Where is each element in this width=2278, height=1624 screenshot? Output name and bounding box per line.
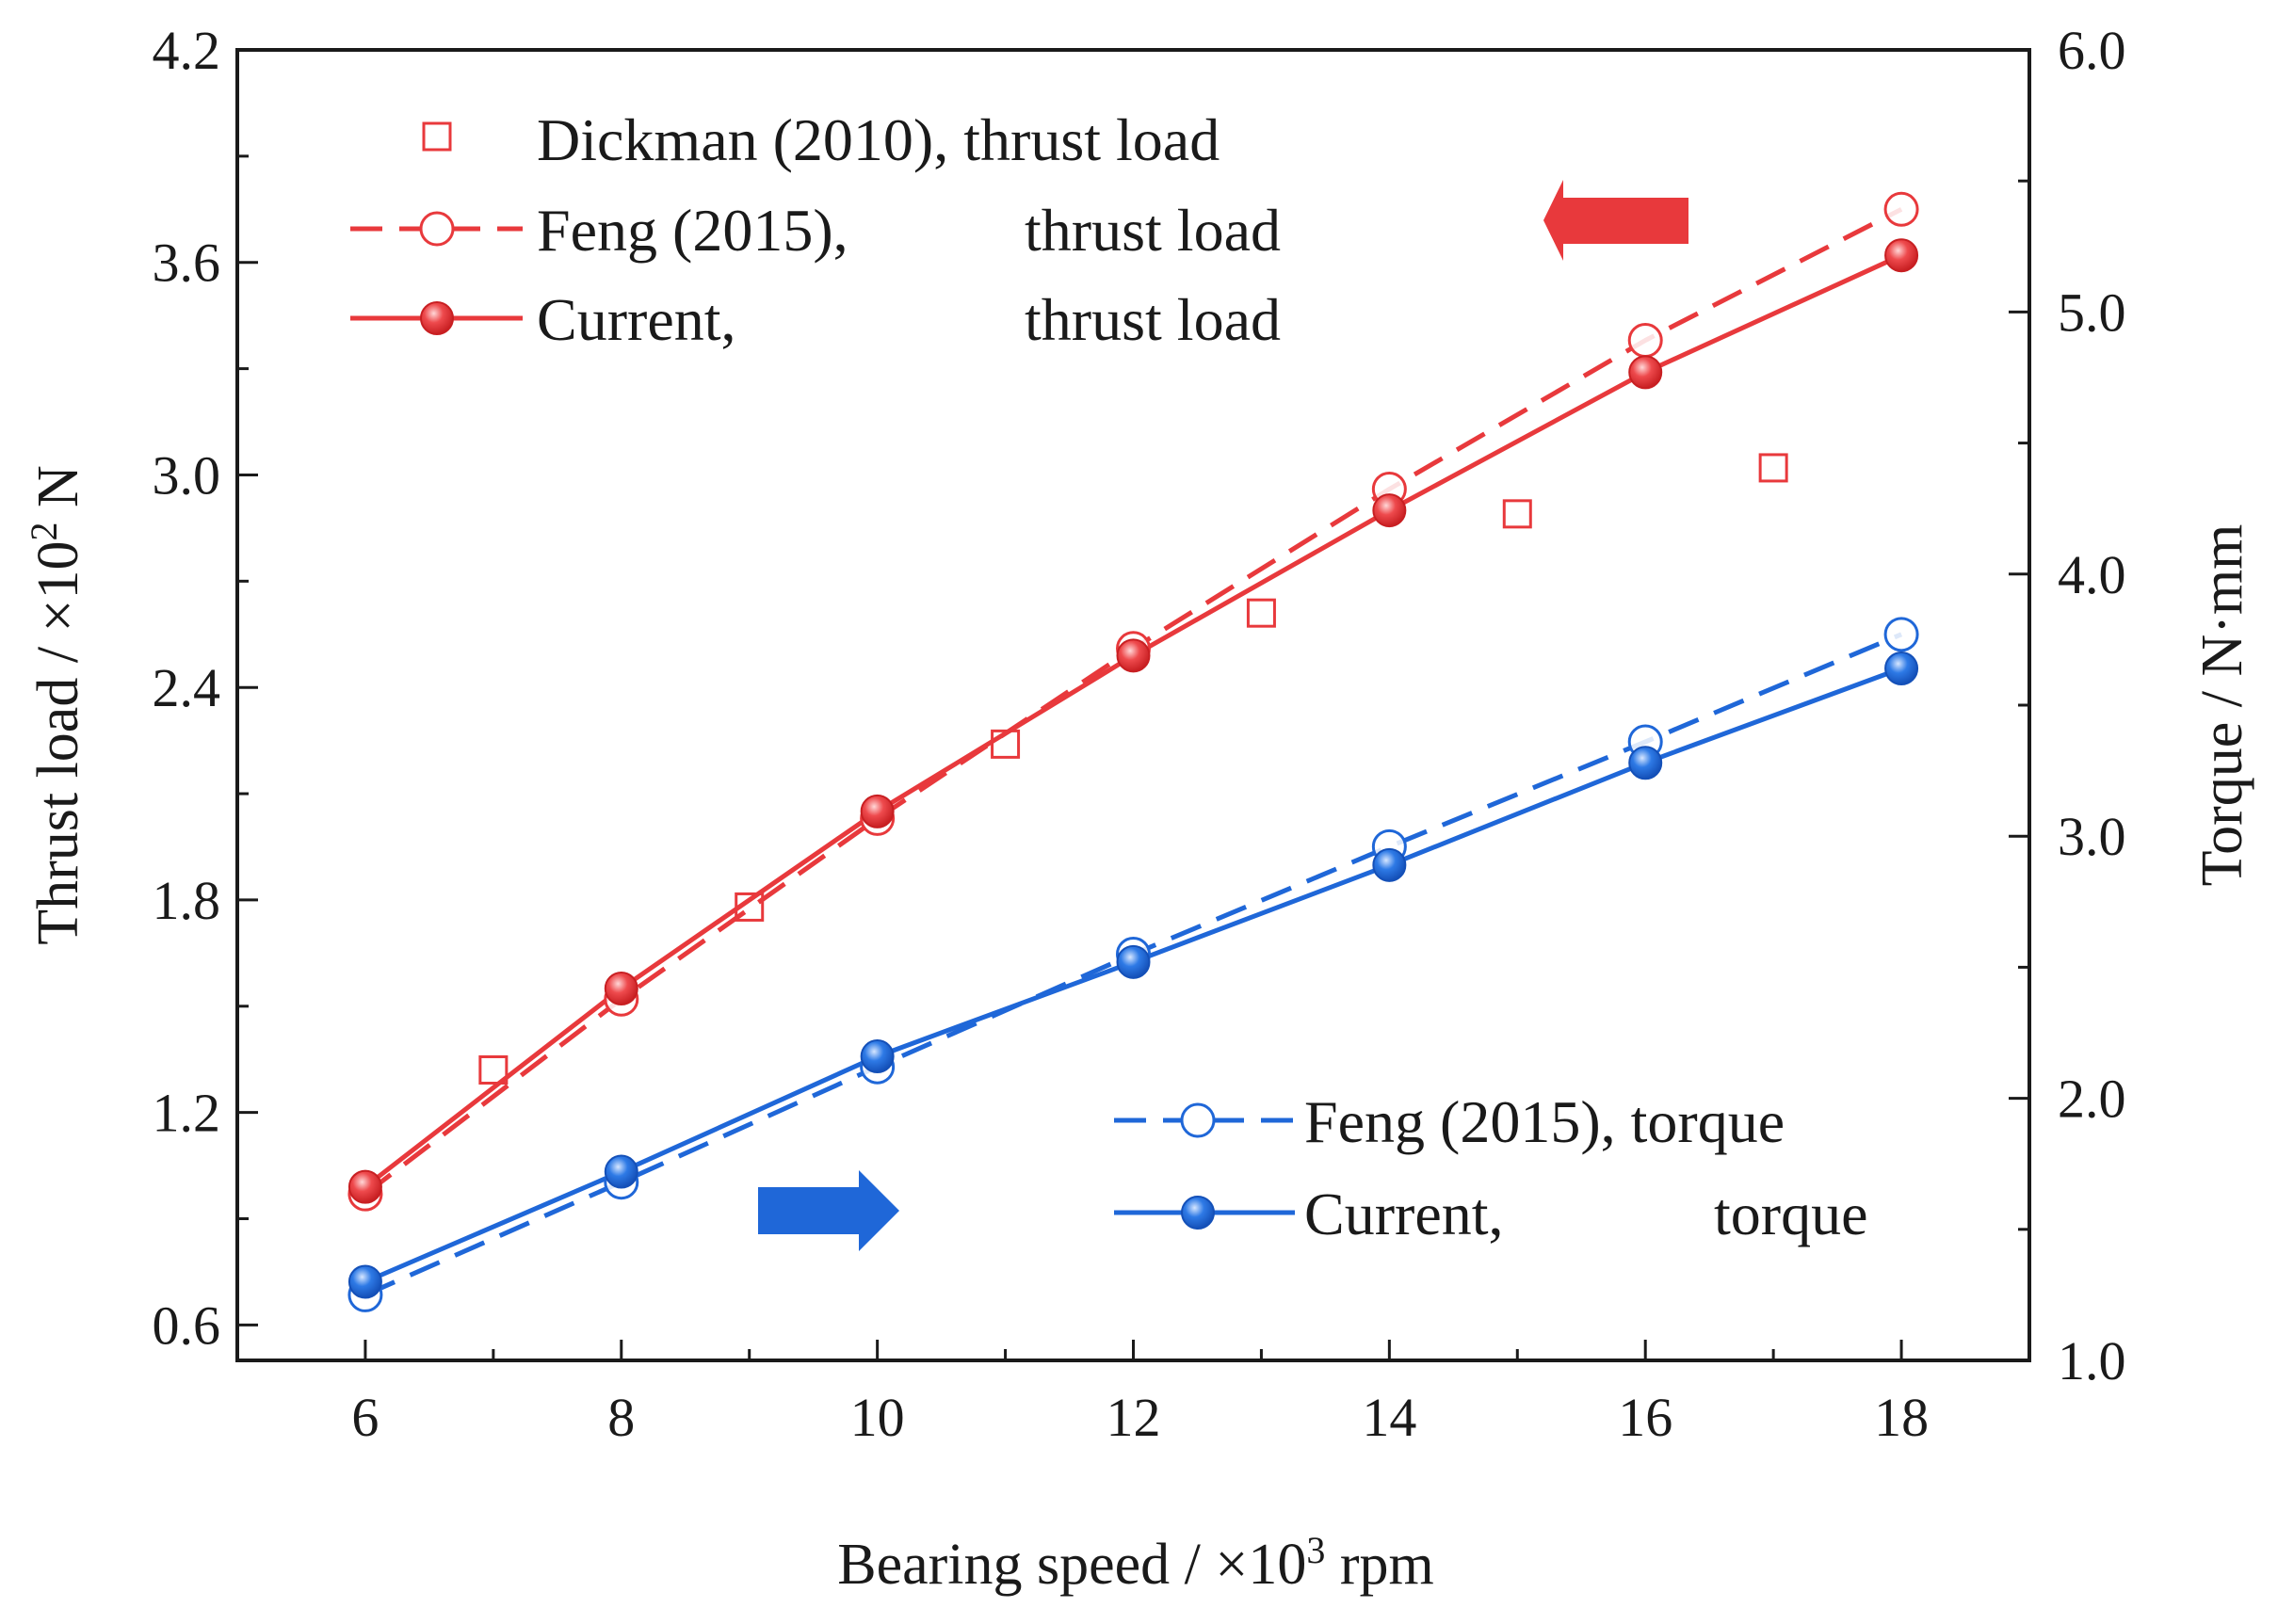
series-4-point <box>860 1039 895 1074</box>
legend-label-current-thrust-right: thrust load <box>1025 286 1281 353</box>
y-right-axis-title: Torque / N·mm <box>2190 524 2254 887</box>
series-2-point <box>1884 238 1919 273</box>
series-4-point <box>604 1154 638 1189</box>
series-4-point <box>1628 746 1663 780</box>
y-left-tick-label: 0.6 <box>153 1294 221 1356</box>
right-axis-arrow-icon <box>758 1170 899 1251</box>
series-2-point <box>1628 355 1663 390</box>
y-left-tick-label: 3.6 <box>153 233 221 294</box>
y-right-tick-label: 5.0 <box>2058 281 2126 343</box>
plot-frame <box>235 48 2031 1362</box>
series-2-point <box>347 1169 382 1204</box>
series-4-point <box>1372 847 1407 882</box>
legend-label-current-torque-right: torque <box>1714 1181 1868 1247</box>
series-1-point <box>1883 191 1919 227</box>
legend-label-feng-torque: Feng (2015), torque <box>1304 1088 1785 1155</box>
series-0-point <box>1502 499 1532 529</box>
y-right-tick-label: 4.0 <box>2058 544 2126 605</box>
legend-label-current-thrust: Current, <box>537 286 736 353</box>
y-left-tick-label: 2.4 <box>153 657 221 718</box>
y-right-tick-label: 6.0 <box>2058 20 2126 81</box>
legend-marker-current-thrust <box>420 301 454 335</box>
left-axis-arrow-icon <box>1543 180 1688 261</box>
legend-label-dickman: Dickman (2010), thrust load <box>537 106 1220 173</box>
legend-thrust: Dickman (2010), thrust load Feng (2015),… <box>350 106 1281 353</box>
legend-marker-feng-torque <box>1180 1102 1216 1138</box>
series-4-point <box>347 1264 382 1299</box>
y-right-tick-label: 1.0 <box>2058 1330 2126 1391</box>
series-0-point <box>1758 453 1788 483</box>
ticks-layer: 6 8 10 12 14 16 18 0.6 1.2 1.8 2.4 3.0 3.6 4.2 1.0 2.0 3… <box>153 20 2126 1448</box>
y-left-tick-label: 3.0 <box>153 444 221 506</box>
legend-label-current-torque: Current, <box>1304 1181 1504 1247</box>
legend-torque: Feng (2015), torque Current, torque <box>1114 1088 1868 1247</box>
y-right-tick-label: 2.0 <box>2058 1069 2126 1130</box>
series-layer <box>347 191 1919 1312</box>
series-0-point <box>735 892 765 922</box>
series-4-point <box>1116 944 1151 979</box>
x-tick-label: 18 <box>1874 1387 1929 1448</box>
series-2-point <box>1116 638 1151 673</box>
x-tick-label: 6 <box>351 1387 379 1448</box>
series-0-point <box>991 729 1021 759</box>
series-1-line <box>364 207 1903 1197</box>
y-left-tick-label: 4.2 <box>153 20 221 81</box>
legend-marker-feng-thrust <box>419 211 455 247</box>
y-right-tick-label: 3.0 <box>2058 806 2126 867</box>
x-tick-label: 16 <box>1618 1387 1672 1448</box>
series-2-point <box>860 794 895 828</box>
legend-label-feng-thrust: Feng (2015), <box>537 197 848 264</box>
legend-marker-current-torque <box>1181 1196 1215 1230</box>
legend-marker-dickman <box>422 121 452 152</box>
x-tick-label: 10 <box>850 1387 905 1448</box>
x-tick-label: 14 <box>1362 1387 1416 1448</box>
x-tick-label: 8 <box>607 1387 635 1448</box>
series-2-line <box>364 252 1903 1189</box>
series-4-point <box>1884 651 1919 686</box>
series-0-point <box>478 1055 509 1085</box>
y-left-tick-label: 1.8 <box>153 870 221 931</box>
legend-label-feng-thrust-right: thrust load <box>1025 197 1281 264</box>
series-2-point <box>604 971 638 1005</box>
series-3-point <box>1883 617 1919 652</box>
series-2-point <box>1372 493 1407 528</box>
series-1-point <box>1627 322 1663 358</box>
y-left-tick-label: 1.2 <box>153 1083 221 1144</box>
x-axis-title: Bearing speed / ×103 rpm <box>837 1529 1434 1597</box>
y-left-axis-title: Thrust load / ×102 N <box>23 465 90 945</box>
series-0-point <box>1246 598 1276 628</box>
x-tick-label: 12 <box>1107 1387 1161 1448</box>
